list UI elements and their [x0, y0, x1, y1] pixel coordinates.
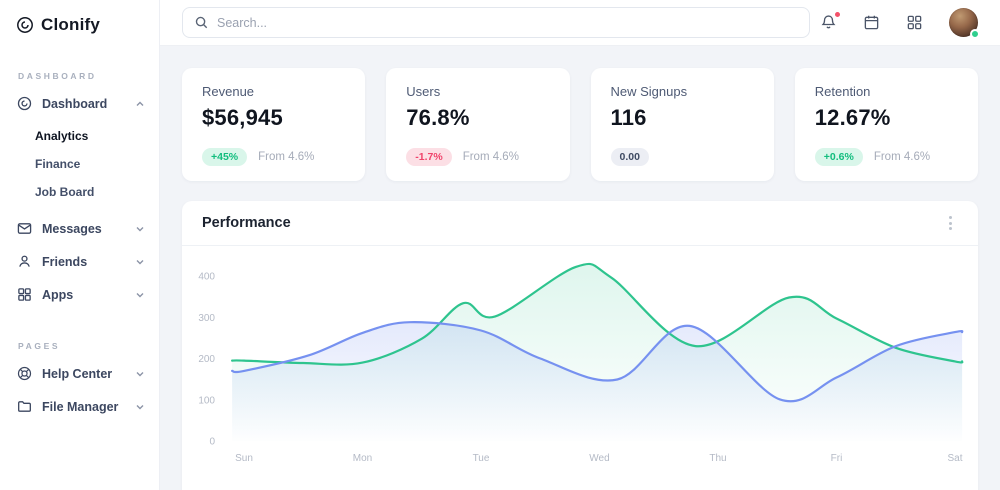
user-icon [17, 254, 32, 269]
sidebar-item-label: Help Center [42, 366, 113, 381]
chevron-down-icon [135, 224, 145, 234]
online-status-dot [970, 29, 980, 39]
sidebar-subitem-finance[interactable]: Finance [35, 157, 81, 171]
topbar-actions [820, 8, 980, 39]
sidebar-item-label: Dashboard [42, 96, 108, 111]
x-axis-label: Fri [831, 453, 843, 464]
notifications-button[interactable] [820, 11, 841, 31]
sidebar-item-label: Friends [42, 254, 88, 269]
stat-card-revenue: Revenue $56,945 +45% From 4.6% [182, 68, 366, 181]
chevron-down-icon [135, 402, 145, 412]
sidebar-item-file-manager[interactable]: File Manager [0, 390, 159, 423]
chevron-down-icon [135, 257, 145, 267]
chevron-down-icon [135, 369, 145, 379]
stat-value: 76.8% [406, 105, 470, 130]
stat-label: Revenue [202, 84, 255, 99]
apps-grid-icon [17, 287, 32, 302]
sidebar-item-friends[interactable]: Friends [0, 245, 159, 278]
y-axis-label: 300 [198, 313, 215, 324]
disc-icon [17, 96, 32, 111]
user-avatar[interactable] [949, 8, 980, 39]
performance-title: Performance [202, 215, 291, 231]
y-axis-label: 200 [198, 354, 215, 365]
notification-dot [834, 11, 841, 18]
stat-value: 116 [610, 105, 647, 130]
mail-icon [17, 221, 32, 236]
stat-label: Retention [814, 84, 871, 99]
stat-label: New Signups [610, 84, 688, 99]
sidebar-item-apps[interactable]: Apps [0, 278, 159, 311]
topbar [160, 0, 1000, 46]
x-axis-label: Sat [947, 453, 962, 464]
calendar-button[interactable] [863, 14, 880, 31]
stat-note: From 4.6% [462, 150, 519, 163]
status-badge: -1.7% [406, 147, 452, 166]
performance-card: Performance 0 100 200 300 400 Sun Mon Tue Wed Thu… [182, 201, 978, 490]
stat-label: Users [406, 84, 441, 99]
stat-value: 12.67% [814, 105, 891, 130]
series-blue-area [232, 322, 963, 441]
stat-value: $56,945 [202, 105, 283, 130]
sidebar-item-label: Messages [42, 221, 102, 236]
section-label-dashboard: DASHBOARD [18, 71, 97, 81]
area-chart-svg: 0 100 200 300 400 Sun Mon Tue Wed Thu Fri Sat [198, 262, 964, 464]
main-content: Revenue $56,945 +45% From 4.6% Users 76.… [160, 46, 1000, 490]
brand-logo-icon [16, 16, 34, 34]
sidebar-subitem-job-board[interactable]: Job Board [35, 185, 95, 199]
stat-card-users: Users 76.8% -1.7% From 4.6% [386, 68, 570, 181]
sidebar-item-messages[interactable]: Messages [0, 212, 159, 245]
status-badge: 0.00 [610, 147, 649, 166]
y-axis-label: 400 [198, 272, 215, 283]
dashboard-submenu: Analytics Finance Job Board [0, 120, 159, 212]
x-axis-label: Wed [589, 453, 609, 464]
stat-card-new-signups: New Signups 116 0.00 [590, 68, 774, 181]
x-axis-label: Sun [235, 453, 253, 464]
stat-note: From 4.6% [873, 150, 931, 163]
search-input[interactable] [217, 15, 797, 30]
performance-chart: 0 100 200 300 400 Sun Mon Tue Wed Thu Fri Sat [182, 246, 978, 472]
stat-card-retention: Retention 12.67% +0.6% From 4.6% [794, 68, 978, 181]
chevron-up-icon [135, 99, 145, 109]
x-axis-label: Thu [709, 453, 726, 464]
status-badge: +45% [202, 147, 248, 166]
sidebar-subitem-analytics[interactable]: Analytics [35, 129, 89, 143]
search-box [182, 7, 810, 38]
series-green-line [231, 262, 964, 366]
section-label-pages: PAGES [18, 341, 61, 351]
search-icon [195, 16, 208, 29]
sidebar: Clonify DASHBOARD Dashboard Analytics Fi… [0, 0, 160, 490]
x-axis-label: Tue [473, 453, 490, 464]
brand-name: Clonify [41, 15, 101, 34]
stat-note: From 4.6% [258, 150, 315, 163]
life-buoy-icon [17, 366, 32, 381]
chevron-down-icon [135, 290, 145, 300]
kebab-menu-icon[interactable] [943, 212, 958, 234]
series-blue-line [231, 321, 964, 403]
sidebar-item-label: Apps [42, 287, 74, 302]
y-axis-label: 100 [198, 395, 215, 406]
x-axis-label: Mon [353, 453, 372, 464]
folder-icon [17, 399, 32, 414]
sidebar-item-help-center[interactable]: Help Center [0, 357, 159, 390]
sidebar-item-label: File Manager [42, 399, 119, 414]
y-axis-label: 0 [209, 437, 215, 448]
status-badge: +0.6% [814, 147, 863, 166]
divider [182, 245, 978, 246]
brand-logo[interactable]: Clonify [0, 0, 159, 35]
sidebar-item-dashboard[interactable]: Dashboard [0, 87, 159, 120]
stats-row: Revenue $56,945 +45% From 4.6% Users 76.… [182, 68, 978, 181]
apps-launcher-button[interactable] [906, 14, 923, 31]
